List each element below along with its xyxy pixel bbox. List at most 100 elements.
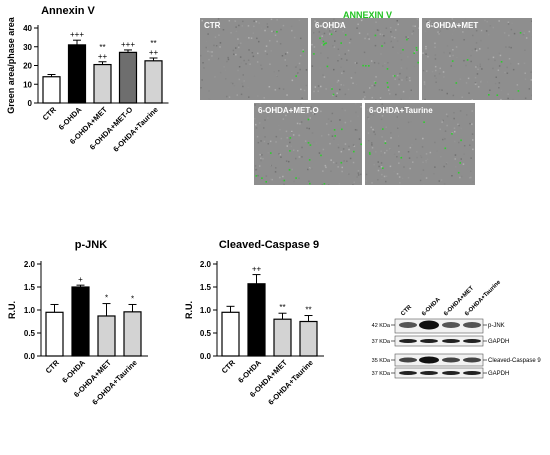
cell-speck: [508, 58, 511, 60]
cell-speck: [348, 148, 350, 151]
cell-speck: [280, 156, 282, 158]
cell-speck: [330, 120, 332, 122]
cell-speck: [281, 55, 284, 57]
cell-speck: [425, 53, 427, 55]
y-tick-label: 0.5: [200, 329, 212, 338]
cell-speck: [407, 176, 410, 179]
cell-speck: [298, 19, 301, 22]
cell-speck: [235, 30, 238, 33]
cell-speck: [405, 36, 407, 38]
cell-speck: [280, 107, 282, 109]
cell-speck: [418, 27, 419, 29]
cell-speck: [425, 159, 427, 162]
cell-speck: [272, 31, 275, 33]
cell-speck: [471, 133, 474, 135]
cell-speck: [492, 26, 495, 29]
cell-speck: [232, 49, 235, 52]
cell-speck: [202, 62, 204, 64]
cell-speck: [341, 170, 343, 173]
cell-speck: [397, 127, 399, 129]
cell-speck: [407, 56, 409, 58]
micro-texture: [422, 18, 532, 100]
cell-speck: [269, 164, 272, 166]
cell-speck: [278, 124, 280, 127]
cell-speck: [311, 65, 314, 67]
cell-speck: [505, 46, 507, 48]
cell-speck: [486, 20, 488, 23]
blot-band: [442, 322, 460, 328]
cell-speck: [289, 141, 291, 144]
cell-speck: [266, 26, 269, 28]
cell-speck: [451, 33, 454, 35]
cell-speck: [271, 178, 273, 181]
cell-speck: [313, 141, 315, 143]
cell-speck: [265, 175, 268, 177]
cell-speck: [476, 65, 478, 67]
cell-speck: [288, 160, 290, 163]
cell-speck: [455, 165, 457, 168]
cell-speck: [498, 52, 501, 55]
cell-speck: [369, 113, 371, 115]
annexin-green-speck: [386, 82, 389, 84]
cell-speck: [413, 65, 416, 68]
cell-speck: [391, 35, 393, 38]
annexin-v-header: ANNEXIN V: [343, 10, 393, 20]
cell-speck: [438, 72, 441, 75]
cell-speck: [312, 31, 314, 34]
cell-speck: [279, 153, 282, 156]
cell-speck: [461, 96, 463, 98]
cell-speck: [352, 184, 354, 185]
cell-speck: [463, 59, 465, 62]
cell-speck: [475, 66, 477, 68]
cell-speck: [437, 31, 439, 33]
cell-speck: [257, 174, 259, 177]
cell-speck: [442, 137, 445, 139]
cell-speck: [442, 138, 444, 141]
annexin-green-speck: [255, 175, 258, 177]
cell-speck: [260, 112, 263, 114]
bar: [118, 51, 138, 104]
cell-speck: [282, 118, 285, 120]
cell-speck: [298, 62, 301, 65]
cell-speck: [434, 54, 437, 56]
cell-speck: [422, 169, 425, 171]
cell-speck: [434, 46, 436, 48]
cell-speck: [480, 29, 483, 32]
cell-speck: [435, 69, 437, 72]
significance-label: +++: [70, 30, 84, 39]
y-tick-label: 1.5: [24, 283, 36, 292]
cell-speck: [322, 74, 324, 76]
cell-speck: [258, 22, 260, 24]
cell-speck: [255, 20, 258, 23]
cell-speck: [426, 70, 428, 72]
cell-speck: [423, 83, 426, 85]
significance-label: *: [131, 294, 134, 303]
cell-speck: [509, 62, 512, 65]
cell-speck: [213, 83, 215, 85]
annexin-green-speck: [413, 52, 415, 54]
cell-speck: [353, 181, 355, 184]
cell-speck: [275, 135, 278, 138]
cell-speck: [443, 76, 445, 78]
cell-speck: [450, 65, 452, 67]
cell-speck: [342, 148, 345, 150]
cell-speck: [396, 116, 398, 118]
cell-speck: [365, 180, 367, 182]
cell-speck: [399, 72, 401, 75]
annexin-green-speck: [381, 45, 383, 47]
cell-speck: [365, 173, 368, 176]
x-tick-label: 6-OHDA+Taurine: [266, 358, 315, 407]
cell-speck: [329, 30, 331, 32]
cell-speck: [301, 97, 303, 99]
cell-speck: [507, 97, 509, 100]
cell-speck: [292, 134, 295, 136]
cell-speck: [444, 130, 447, 132]
cell-speck: [399, 64, 401, 67]
cell-speck: [313, 46, 316, 48]
cell-speck: [398, 162, 400, 164]
cell-speck: [298, 134, 300, 137]
cell-speck: [419, 155, 422, 157]
cell-speck: [471, 49, 474, 52]
annexin-green-speck: [302, 50, 305, 53]
cell-speck: [479, 65, 481, 68]
